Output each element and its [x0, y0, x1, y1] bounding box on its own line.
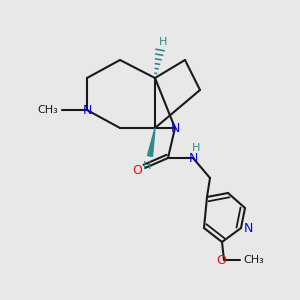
- Text: O: O: [216, 254, 226, 266]
- Text: O: O: [132, 164, 142, 176]
- Text: N: N: [82, 103, 92, 116]
- Text: N: N: [243, 221, 253, 235]
- Polygon shape: [148, 128, 155, 156]
- Text: CH₃: CH₃: [244, 255, 264, 265]
- Text: CH₃: CH₃: [38, 105, 58, 115]
- Text: N: N: [170, 122, 180, 134]
- Text: H: H: [192, 143, 200, 153]
- Text: N: N: [188, 152, 198, 164]
- Text: H: H: [159, 37, 167, 47]
- Text: H: H: [143, 161, 151, 171]
